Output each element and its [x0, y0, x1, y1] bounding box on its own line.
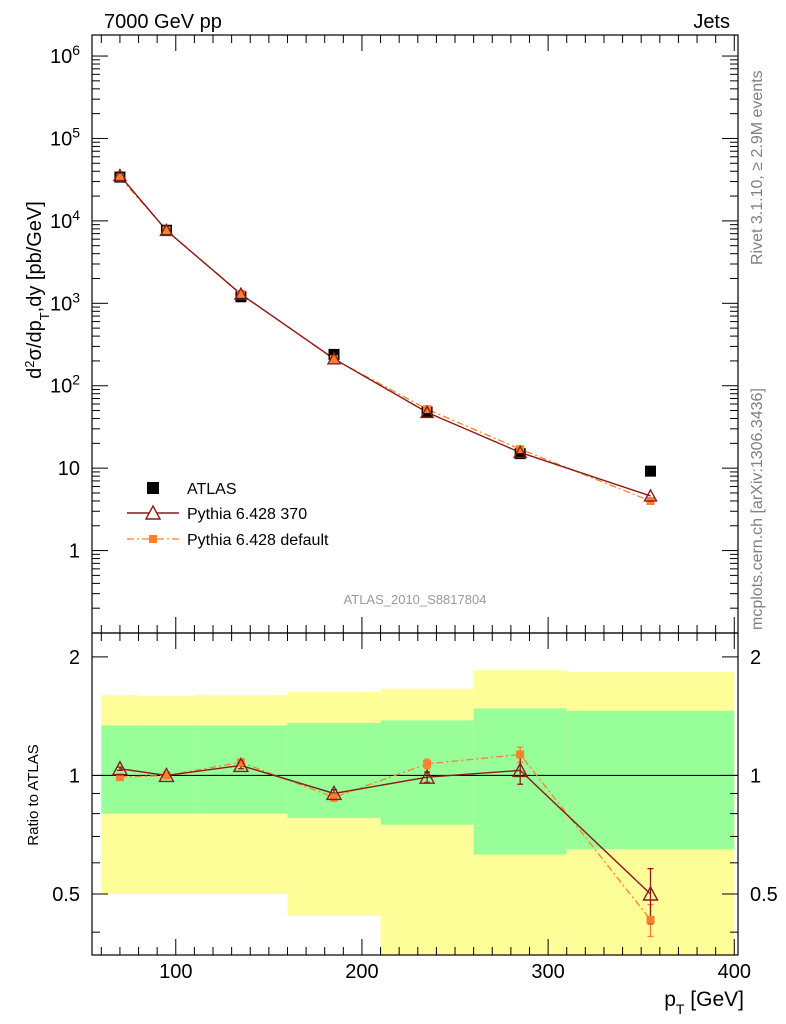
atlas-data-point	[514, 448, 526, 460]
main-y-axis-label: d2σ/dpT,dy [pb/GeV]	[22, 201, 52, 379]
pythia-default-point	[516, 445, 525, 454]
legend-pythia-default-marker	[149, 535, 157, 543]
ratio-plot-frame	[91, 632, 739, 956]
pythia-370-ratio-point	[158, 766, 175, 783]
main-y-tick-label: 104	[50, 207, 80, 233]
pythia-default-point	[162, 226, 171, 235]
pythia-370-ratio-point	[232, 757, 250, 773]
pythia-default-point	[115, 173, 124, 182]
x-tick-label: 100	[159, 961, 192, 983]
pythia-default-point	[423, 405, 432, 414]
atlas-data-point	[645, 465, 657, 477]
legend-atlas-marker	[147, 482, 159, 494]
x-tick-label: 300	[531, 961, 564, 983]
main-y-tick-label: 103	[50, 289, 80, 315]
pythia-370-ratio-point	[512, 761, 529, 778]
pythia-370-point	[233, 286, 249, 300]
uncertainty-band-green	[287, 722, 381, 818]
main-y-tick-label: 106	[50, 42, 80, 68]
pythia-370-point	[643, 488, 658, 502]
legend-label: Pythia 6.428 default	[187, 532, 329, 549]
rivet-version-label: Rivet 3.1.10, ≥ 2.9M events	[749, 70, 766, 265]
legend-label: Pythia 6.428 370	[187, 506, 307, 523]
ratio-y-tick-label-right: 2	[750, 647, 761, 669]
pythia-370-ratio-point	[111, 760, 129, 776]
ratio-y-axis-label: Ratio to ATLAS	[25, 744, 42, 845]
pythia-default-ratio-point	[162, 771, 171, 780]
pythia-370-point	[112, 168, 128, 182]
ratio-y-tick-label-right: 0.5	[750, 884, 778, 906]
pythia-370-point	[513, 445, 528, 459]
analysis-id-label: ATLAS_2010_S8817804	[344, 592, 487, 607]
ratio-y-tick-label-right: 1	[750, 765, 761, 787]
atlas-data-point	[328, 348, 340, 360]
pythia-default-ratio-point	[115, 773, 124, 782]
pythia-370-ratio-point	[642, 885, 659, 901]
pythia-370-ratio-point	[325, 784, 343, 801]
main-y-tick-label: 102	[50, 372, 80, 398]
pythia-default-ratio-point	[330, 793, 339, 802]
ratio-y-tick-label-left: 2	[69, 647, 80, 669]
x-tick-label: 200	[345, 961, 378, 983]
pythia-370-point	[419, 404, 435, 419]
main-y-tick-label: 105	[50, 124, 80, 150]
pythia-default-ratio-point	[516, 750, 525, 759]
pythia-370-ratio-point	[418, 768, 436, 784]
legend-pythia-370-marker	[144, 504, 162, 520]
ratio-plot-panel: 100 200 300 400 0.5 0.5 1 1 2 2	[52, 632, 778, 983]
mcplots-citation-label: mcplots.cern.ch [arXiv:1306.3436]	[749, 388, 766, 630]
legend-label: ATLAS	[187, 481, 237, 498]
main-y-tick-label: 10	[58, 458, 80, 480]
pythia-default-ratio-point	[236, 758, 245, 767]
header-left-label: 7000 GeV pp	[104, 11, 222, 33]
ratio-y-tick-label-left: 0.5	[52, 884, 80, 906]
pythia-370-point	[326, 351, 342, 365]
pythia-default-ratio-point	[646, 915, 655, 924]
main-y-tick-label: 1	[69, 541, 80, 563]
ratio-y-tick-label-left: 1	[69, 765, 80, 787]
x-axis-label: pT [GeV]	[664, 988, 744, 1017]
pythia-default-line	[119, 177, 651, 502]
pythia-default-point	[236, 289, 245, 298]
pythia-370-line	[119, 175, 651, 497]
header-right-label: Jets	[693, 11, 730, 33]
pythia-default-point	[330, 355, 339, 364]
main-plot-panel: 1 10 102 103 104 105 106 ATLAS Pythia 6.428 370 P…	[50, 34, 739, 634]
pythia-default-ratio-point	[423, 759, 432, 768]
pythia-370-point	[159, 223, 174, 237]
x-tick-label: 400	[718, 961, 751, 983]
uncertainty-band-green	[566, 710, 735, 850]
